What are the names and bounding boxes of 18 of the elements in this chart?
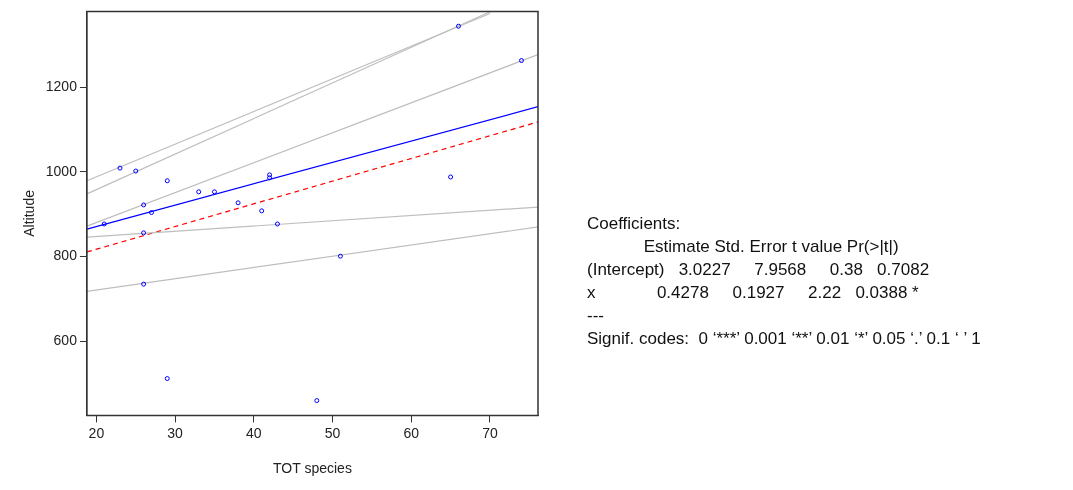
x-tick-label: 40 bbox=[246, 424, 262, 441]
text: --- bbox=[587, 305, 605, 327]
x-tick-label: 70 bbox=[482, 424, 498, 441]
y-tick-label: 600 bbox=[53, 332, 78, 349]
y-tick-label: 1000 bbox=[45, 162, 78, 179]
y-tick-label: 800 bbox=[53, 247, 78, 264]
x-tick-label: 60 bbox=[403, 424, 420, 441]
text: x 0.4278 0.1927 2.22 0.0388 * bbox=[587, 282, 920, 304]
x-axis-title: TOT species bbox=[273, 460, 352, 477]
y-tick-label: 1200 bbox=[45, 78, 78, 95]
x-tick-label: 20 bbox=[88, 424, 105, 441]
text: (Intercept) 3.0227 7.9568 0.38 0.7082 bbox=[587, 259, 931, 281]
text: Signif. codes: 0 ‘***’ 0.001 ‘**’ 0.01 ‘*’ 0.05 ‘.’ 0.1 ‘ ’ 1 bbox=[587, 328, 981, 350]
text: Coefficients: bbox=[587, 213, 682, 235]
x-tick-label: 30 bbox=[167, 424, 184, 441]
x-tick-label: 50 bbox=[324, 424, 341, 441]
y-axis-title: Altitude bbox=[21, 189, 38, 237]
text: Estimate Std. Error t value Pr(>|t|) bbox=[642, 236, 900, 258]
